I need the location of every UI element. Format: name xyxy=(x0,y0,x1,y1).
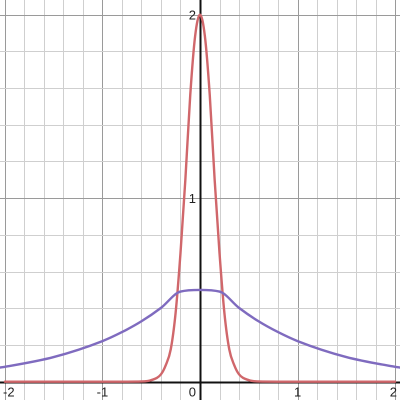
tick-labels-layer: -2 -1 0 1 2 1 2 xyxy=(3,8,397,400)
y-tick-label: 1 xyxy=(189,191,196,206)
y-tick-label: 2 xyxy=(189,8,196,23)
series-layer xyxy=(0,13,400,383)
x-tick-label: -1 xyxy=(97,385,109,400)
x-tick-label: 1 xyxy=(294,385,301,400)
x-tick-label: 0 xyxy=(189,385,196,400)
x-tick-label: -2 xyxy=(3,385,15,400)
x-tick-label: 2 xyxy=(390,385,397,400)
red-curve xyxy=(3,13,397,383)
purple-curve xyxy=(0,288,400,369)
